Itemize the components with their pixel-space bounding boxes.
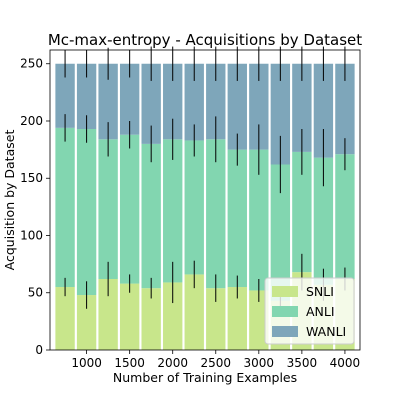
legend-label-snli: SNLI xyxy=(306,284,334,299)
bar-wanli xyxy=(163,63,183,140)
bar-wanli xyxy=(184,63,204,141)
legend-swatch-wanli xyxy=(272,326,298,337)
bar-snli xyxy=(227,287,247,350)
bar-snli xyxy=(206,288,226,350)
legend-swatch-anli xyxy=(272,306,298,317)
x-tick-label: 3500 xyxy=(287,356,318,370)
y-tick-label: 50 xyxy=(28,286,43,300)
legend-swatch-snli xyxy=(272,286,298,297)
bar-anli xyxy=(206,139,226,289)
bar-anli xyxy=(292,151,312,273)
legend-label-anli: ANLI xyxy=(306,304,335,319)
bar-anli xyxy=(227,149,247,288)
y-tick-label: 100 xyxy=(20,228,43,242)
bar-anli xyxy=(55,127,75,288)
x-tick-label: 1500 xyxy=(114,356,145,370)
plot-area: 1000 1500 2000 2500 3000 3500 4000 0 50 100 150 200… xyxy=(20,46,361,370)
bar-wanli xyxy=(119,63,140,135)
bar-anli xyxy=(335,154,355,280)
bar-snli xyxy=(163,282,183,350)
y-tick-label: 0 xyxy=(35,343,43,357)
bar-anli xyxy=(249,149,269,291)
bar-wanli xyxy=(141,63,161,144)
bar-wanli xyxy=(76,63,97,130)
bar-snli xyxy=(76,295,97,350)
bar-wanli xyxy=(206,63,226,140)
y-tick-label: 200 xyxy=(20,114,43,128)
bar-wanli xyxy=(313,63,334,158)
x-tick-label: 4000 xyxy=(330,356,361,370)
bar-wanli xyxy=(55,63,75,128)
legend-label-wanli: WANLI xyxy=(306,324,346,339)
bar-anli xyxy=(76,129,97,296)
x-tick-label: 2500 xyxy=(200,356,231,370)
x-axis-label: Number of Training Examples xyxy=(113,370,297,385)
bar-anli xyxy=(270,164,291,301)
bar-wanli xyxy=(227,63,247,150)
bar-snli xyxy=(98,279,118,350)
bar-wanli xyxy=(292,63,312,152)
bar-snli xyxy=(184,274,204,350)
bar-anli xyxy=(184,140,204,275)
bar-anli xyxy=(119,134,140,284)
axes-frame xyxy=(49,49,361,351)
bar-snli xyxy=(141,288,161,350)
bar-snli xyxy=(249,290,269,350)
legend: SNLI ANLI WANLI xyxy=(264,277,355,345)
bar-wanli xyxy=(249,63,269,150)
bar-anli xyxy=(163,139,183,283)
y-axis-label: Acquisition by Dataset xyxy=(2,130,17,271)
bar-anli xyxy=(141,143,161,289)
bar-snli xyxy=(119,283,140,350)
chart-title: Mc-max-entropy - Acquisitions by Dataset xyxy=(48,31,362,49)
x-tick-label: 2000 xyxy=(157,356,188,370)
y-tick-label: 150 xyxy=(20,171,43,185)
bar-snli xyxy=(55,287,75,350)
bar-anli xyxy=(313,157,334,285)
y-tick-label: 250 xyxy=(20,57,43,71)
x-tick-label: 1000 xyxy=(71,356,102,370)
bar-wanli xyxy=(335,63,355,155)
bar-wanli xyxy=(98,63,118,140)
bar-wanli xyxy=(270,63,291,165)
bar-anli xyxy=(98,139,118,280)
x-tick-label: 3000 xyxy=(244,356,275,370)
